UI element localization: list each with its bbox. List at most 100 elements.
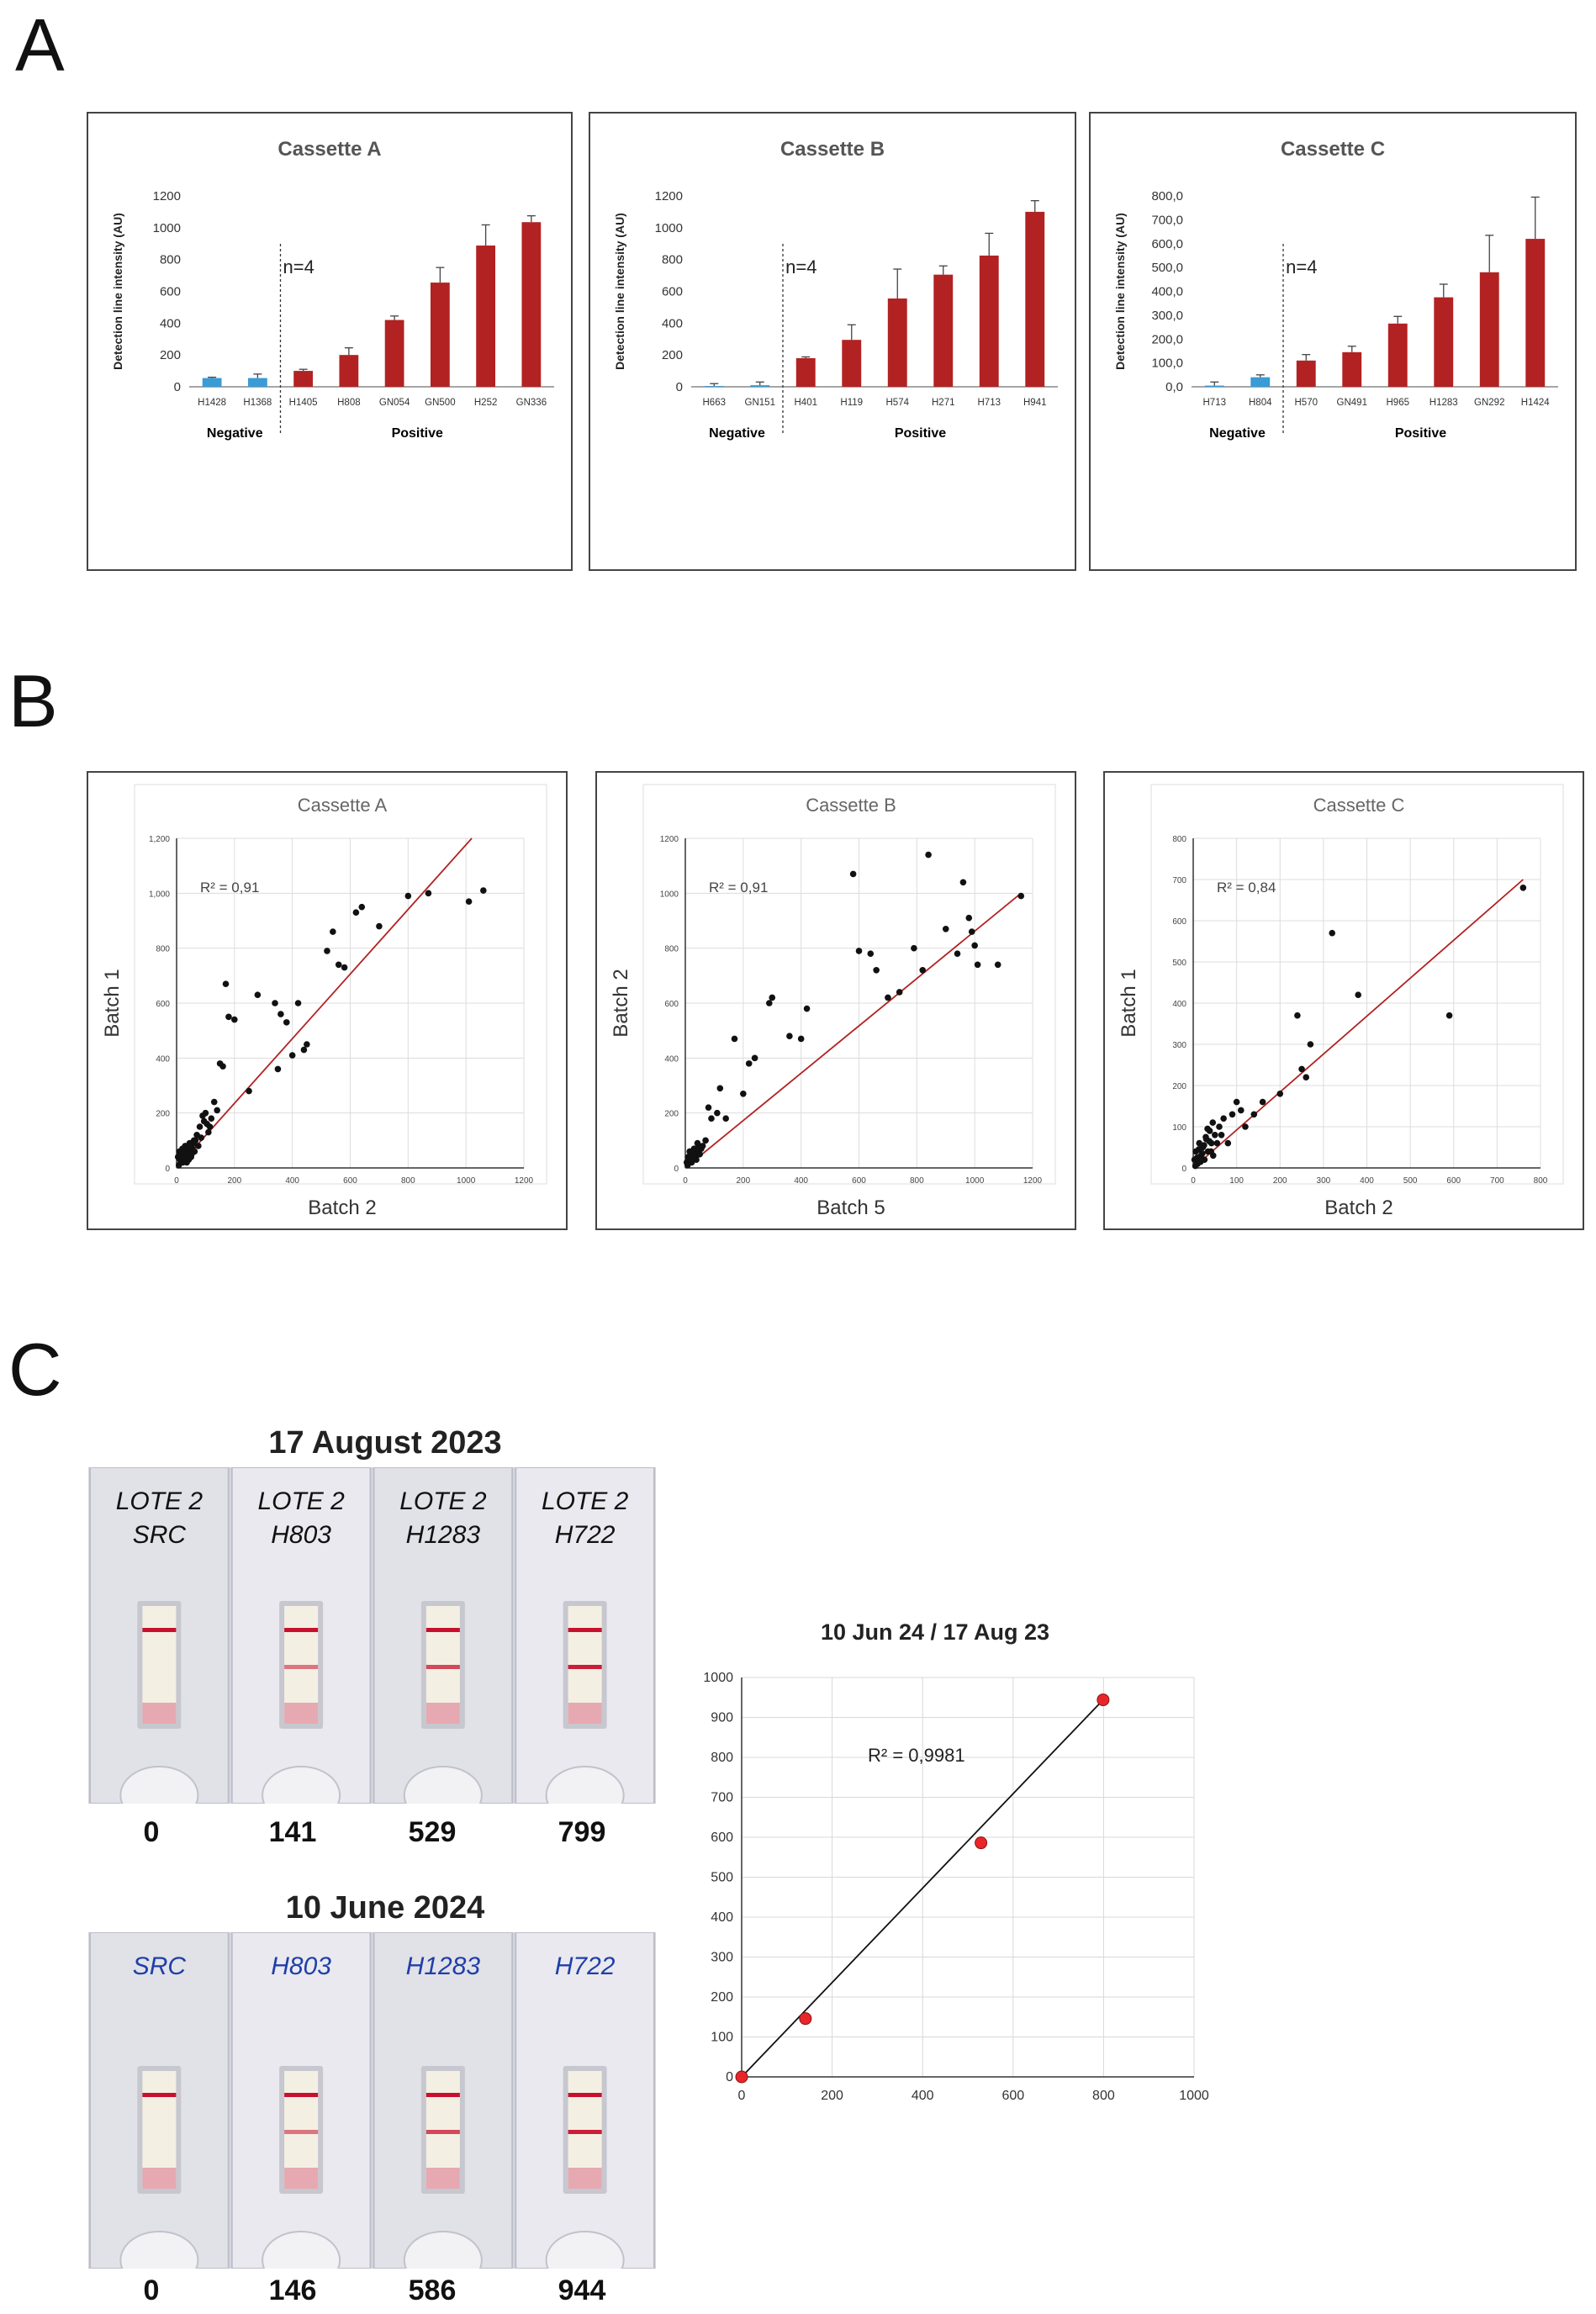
x-tick-label: GN336 <box>516 398 547 408</box>
data-point <box>376 922 383 930</box>
sample-pad <box>568 2168 602 2189</box>
bar-chart-box-c: Cassette C Detection line intensity (AU) 0… <box>1089 112 1577 571</box>
data-point <box>214 1107 220 1114</box>
group-label-negative: Negative <box>709 426 765 441</box>
y-tick-label: 600 <box>664 1000 679 1009</box>
control-line <box>142 2093 177 2097</box>
y-tick-label: 1200 <box>153 189 181 203</box>
sample-pad <box>142 1703 177 1724</box>
x-tick-label: 700 <box>1490 1176 1504 1186</box>
y-tick-label: 0 <box>674 1165 679 1174</box>
y-tick-label: 1200 <box>660 835 679 844</box>
data-point <box>994 961 1001 969</box>
x-tick-label: 1200 <box>515 1176 534 1186</box>
y-tick-label: 200 <box>160 348 181 362</box>
x-tick-label: H808 <box>337 398 361 408</box>
bar <box>202 378 222 387</box>
bar <box>750 385 770 387</box>
data-point <box>1445 1012 1453 1019</box>
x-tick-label: 0 <box>174 1176 179 1186</box>
strip-value: 0 <box>143 2274 160 2306</box>
data-point <box>1307 1041 1314 1048</box>
x-tick-label: 1000 <box>1179 2089 1209 2102</box>
data-point <box>1206 1138 1213 1144</box>
data-point <box>272 1000 278 1006</box>
data-point <box>210 1098 218 1106</box>
data-point <box>1298 1065 1305 1073</box>
data-point <box>786 1033 793 1039</box>
scatter-cassette-c: Cassette C 0 100 200 300 400 500 600 700 800 0 100 2… <box>1118 784 1564 1219</box>
data-point <box>208 1115 215 1122</box>
x-tick-label: H119 <box>840 398 863 408</box>
n-annotation: n=4 <box>283 256 314 277</box>
strip-photo-jun-2024: SRC H803 H1283 H722 <box>88 1932 656 2269</box>
y-tick-label: 800 <box>156 945 170 954</box>
data-point <box>911 944 917 952</box>
x-tick-label: 100 <box>1229 1176 1244 1186</box>
trend-line <box>1192 879 1524 1169</box>
y-tick-label: 600,0 <box>1151 237 1183 251</box>
data-point <box>192 1137 199 1144</box>
data-point <box>1229 1111 1236 1118</box>
plot-frame <box>1150 784 1564 1185</box>
sample-well <box>545 1766 625 1804</box>
x-tick-label: 0 <box>683 1176 688 1186</box>
data-point <box>714 1109 721 1117</box>
x-tick-label: 0 <box>738 2089 746 2102</box>
y-tick-label: 800 <box>662 253 683 267</box>
data-point <box>254 991 262 998</box>
data-point <box>304 1041 310 1048</box>
data-point <box>288 1052 296 1059</box>
data-point <box>246 1087 252 1095</box>
bar <box>1296 360 1316 387</box>
data-point <box>231 1016 238 1023</box>
y-tick-label: 600 <box>711 1831 733 1845</box>
y-tick-label: 500 <box>1172 959 1186 968</box>
n-annotation: n=4 <box>785 256 816 277</box>
x-tick-label: 800 <box>1092 2089 1115 2102</box>
bar <box>384 320 404 387</box>
data-point <box>1355 991 1361 998</box>
sample-well <box>119 2231 199 2269</box>
strip-photo-aug-2023: LOTE 2 SRC LOTE 2 H803 LOTE 2 H1283 LOTE 2 H722 <box>88 1467 656 1804</box>
y-axis-label: Batch 1 <box>1118 969 1140 1037</box>
x-tick-label: H663 <box>703 398 727 408</box>
y-tick-label: 300 <box>711 1951 733 1965</box>
y-tick-label: 400 <box>711 1910 733 1925</box>
data-point <box>954 950 961 957</box>
x-tick-label: H713 <box>978 398 1001 408</box>
data-point <box>196 1123 203 1130</box>
sample-pad <box>425 2168 460 2189</box>
bar-chart-cassette-a: Cassette A Detection line intensity (AU) 0… <box>111 138 554 441</box>
bar <box>430 283 450 387</box>
scatter-cassette-a: Cassette A 0 200 400 600 800 1000 1200 0 200 400 60… <box>101 784 547 1219</box>
group-label-positive: Positive <box>392 426 443 441</box>
data-point <box>1204 1125 1211 1133</box>
bar-chart-box-b: Cassette B Detection line intensity (AU) 0… <box>589 112 1076 571</box>
x-tick-label: H941 <box>1023 398 1047 408</box>
y-tick-label: 0,0 <box>1165 380 1183 394</box>
data-point <box>352 909 360 916</box>
data-point <box>1209 1119 1217 1126</box>
calibration-scatter: 10 Jun 24 / 17 Aug 23 0 200 400 600 800 1000 0 1… <box>703 1619 1209 2102</box>
x-tick-label: 800 <box>910 1176 924 1186</box>
y-tick-label: 1000 <box>703 1671 733 1685</box>
test-line <box>568 1665 602 1669</box>
bar <box>795 357 816 387</box>
x-tick-label: GN500 <box>425 398 455 408</box>
data-point <box>219 1063 226 1070</box>
x-tick-label: H1283 <box>1430 398 1458 408</box>
x-tick-label: H401 <box>795 398 818 408</box>
handwritten-label: LOTE 2 <box>399 1487 487 1515</box>
bar <box>1387 323 1408 387</box>
data-point <box>702 1137 709 1144</box>
scatter-cassette-b: Cassette B 0 200 400 600 800 1000 1200 0 200 400 60… <box>610 784 1056 1219</box>
x-tick-label: H252 <box>474 398 498 408</box>
data-point <box>1197 1158 1204 1165</box>
handwritten-label: H722 <box>555 1952 616 1980</box>
data-point <box>1259 1098 1266 1106</box>
bar <box>339 355 359 387</box>
data-point <box>855 948 863 954</box>
data-point <box>181 1148 188 1155</box>
y-tick-label: 500,0 <box>1151 261 1183 275</box>
